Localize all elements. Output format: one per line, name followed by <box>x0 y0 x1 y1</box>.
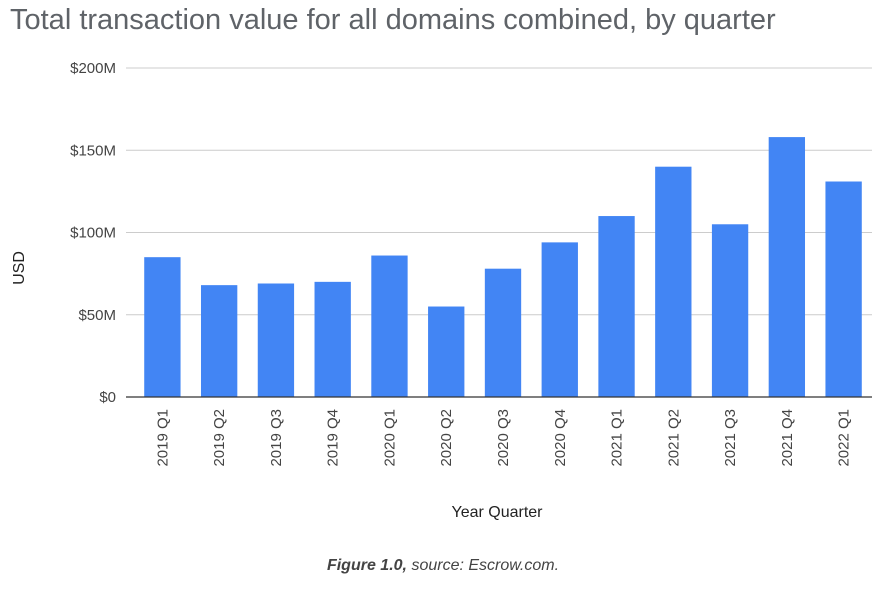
bar <box>655 166 692 397</box>
bar <box>144 257 181 397</box>
bar <box>825 181 862 397</box>
caption-label: Figure 1.0, <box>326 557 407 574</box>
bar <box>711 224 749 397</box>
bar <box>484 268 522 397</box>
figure-caption: Figure 1.0, source: Escrow.com. <box>0 557 886 575</box>
x-tick-label: 2019 Q4 <box>325 409 342 467</box>
bar <box>371 255 408 397</box>
bar <box>428 306 465 397</box>
y-tick-label: $100M <box>70 225 116 242</box>
y-tick-label: $0 <box>99 389 116 406</box>
bar <box>541 242 578 397</box>
x-tick-label: 2019 Q1 <box>154 409 171 467</box>
x-tick-label: 2019 Q2 <box>211 409 228 467</box>
x-tick-label: 2021 Q3 <box>722 409 739 467</box>
bar <box>598 216 635 397</box>
y-tick-label: $50M <box>78 307 116 324</box>
x-tick-label: 2020 Q4 <box>552 409 569 467</box>
x-tick-label: 2021 Q1 <box>609 409 626 467</box>
bars <box>126 137 872 398</box>
x-tick-label: 2020 Q1 <box>381 409 398 467</box>
bar <box>314 281 351 397</box>
x-tick-label: 2022 Q1 <box>836 409 853 467</box>
x-tick-label: 2021 Q4 <box>779 409 796 467</box>
x-axis-ticks: 2019 Q1 2019 Q2 2019 Q3 2019 Q4 2020 Q1 2020 … <box>154 409 852 467</box>
caption-source: source: Escrow.com. <box>411 557 560 574</box>
bar-chart: $0$50M$100M$150M$200M 2019 Q1 2019 Q2 2019… <box>11 60 872 521</box>
x-axis-label: Year Quarter <box>451 504 543 521</box>
y-axis-label: USD <box>11 251 28 285</box>
x-tick-label: 2019 Q3 <box>268 409 285 467</box>
bar <box>257 283 295 397</box>
y-axis-ticks: $0 $50M $100M $150M $200M <box>70 60 116 406</box>
x-tick-label: 2021 Q2 <box>665 409 682 467</box>
y-tick-label: $150M <box>70 142 116 159</box>
y-tick-label: $200M <box>70 60 116 77</box>
x-tick-label: 2020 Q3 <box>495 409 512 467</box>
bar <box>768 137 806 397</box>
bar <box>200 285 238 397</box>
x-tick-label: 2020 Q2 <box>438 409 455 467</box>
chart-title: Total transaction value for all domains … <box>10 4 776 36</box>
